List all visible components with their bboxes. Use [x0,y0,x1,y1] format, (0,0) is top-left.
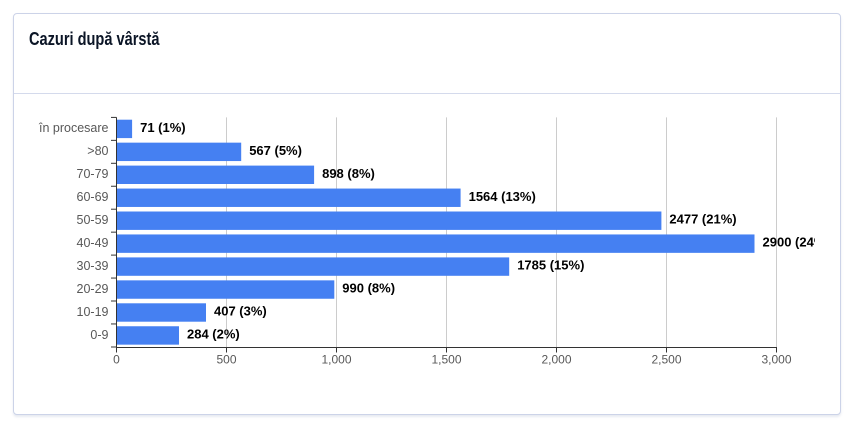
svg-text:1564 (13%): 1564 (13%) [469,189,536,204]
svg-text:10-19: 10-19 [77,305,109,319]
svg-text:50-59: 50-59 [77,213,109,227]
svg-text:2,000: 2,000 [541,353,571,367]
svg-text:1,000: 1,000 [321,353,351,367]
svg-text:284 (2%): 284 (2%) [187,327,240,342]
svg-text:1,500: 1,500 [431,353,461,367]
svg-text:70-79: 70-79 [77,167,109,181]
svg-text:898 (8%): 898 (8%) [322,166,375,181]
svg-text:20-29: 20-29 [77,282,109,296]
svg-text:2900 (24%): 2900 (24%) [763,235,830,250]
svg-text:30-39: 30-39 [77,259,109,273]
svg-text:60-69: 60-69 [77,190,109,204]
svg-text:71 (1%): 71 (1%) [140,120,186,135]
svg-text:2477 (21%): 2477 (21%) [669,212,736,227]
svg-text:567 (5%): 567 (5%) [249,143,302,158]
svg-text:990 (8%): 990 (8%) [342,281,395,296]
svg-text:407 (3%): 407 (3%) [214,304,267,319]
svg-text:0-9: 0-9 [90,328,108,342]
svg-text:0: 0 [113,353,120,367]
svg-text:2,500: 2,500 [651,353,681,367]
svg-text:în procesare: în procesare [38,121,109,135]
svg-text:40-49: 40-49 [77,236,109,250]
svg-text:>80: >80 [87,144,108,158]
svg-text:500: 500 [216,353,236,367]
svg-text:3,000: 3,000 [761,353,791,367]
svg-text:1785 (15%): 1785 (15%) [517,258,584,273]
